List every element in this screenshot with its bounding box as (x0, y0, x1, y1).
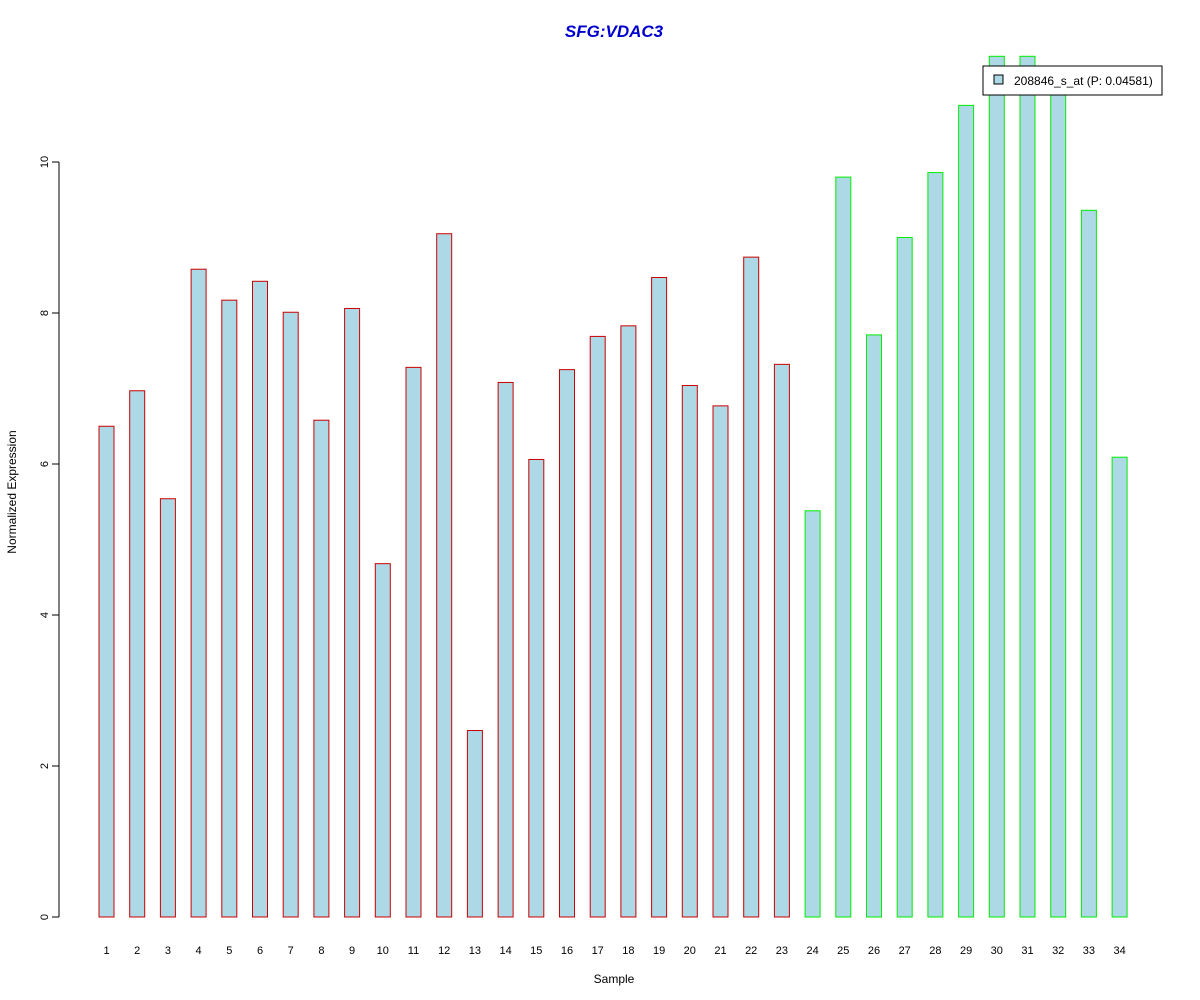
x-tick-label: 20 (684, 945, 696, 957)
x-tick-label: 31 (1021, 945, 1033, 957)
bars-group (98, 55, 1128, 918)
x-tick-label: 34 (1113, 945, 1125, 957)
x-tick-label: 11 (408, 945, 419, 957)
bar-sample-9 (344, 307, 361, 918)
x-tick-label: 10 (377, 945, 389, 957)
x-tick-label: 23 (776, 945, 788, 957)
bar-sample-23 (773, 363, 790, 918)
x-tick-label: 18 (622, 945, 634, 957)
x-tick-label: 24 (806, 945, 818, 957)
x-tick-label: 27 (899, 945, 911, 957)
bar-sample-31 (1019, 55, 1036, 918)
bar-sample-15 (528, 458, 545, 918)
bar-sample-7 (282, 311, 299, 918)
x-tick-label: 22 (745, 945, 757, 957)
x-tick-label: 3 (165, 945, 171, 957)
y-tick-label: 4 (39, 612, 51, 618)
x-tick-label: 14 (499, 945, 511, 957)
x-tick-label: 2 (134, 945, 140, 957)
x-axis-label: Sample (594, 972, 635, 986)
bar-sample-4 (190, 268, 207, 918)
x-tick-label: 12 (438, 945, 450, 957)
bar-sample-13 (466, 730, 483, 918)
x-tick-label: 6 (257, 945, 263, 957)
x-tick-label: 5 (226, 945, 232, 957)
legend-box (982, 65, 1163, 96)
x-tick-label: 13 (469, 945, 481, 957)
x-tick-label: 1 (103, 945, 109, 957)
x-tick-label: 7 (288, 945, 294, 957)
x-tick-label: 21 (714, 945, 726, 957)
legend-label: 208846_s_at (P: 0.04581) (1014, 74, 1153, 88)
y-tick-label: 8 (39, 310, 51, 316)
bar-sample-28 (927, 172, 944, 918)
bar-sample-3 (159, 498, 176, 918)
bar-sample-26 (866, 334, 882, 918)
y-axis-label: Normalized Expression (5, 430, 19, 553)
bar-sample-32 (1050, 78, 1067, 918)
bar-sample-2 (129, 390, 146, 918)
bar-sample-6 (252, 280, 268, 918)
legend-swatch (993, 74, 1004, 85)
x-tick-label: 25 (837, 945, 849, 957)
bar-sample-25 (835, 176, 852, 918)
y-axis: 0 2 4 6 8 10 (39, 156, 60, 920)
legend: 208846_s_at (P: 0.04581) (982, 65, 1163, 96)
x-tick-label: 32 (1052, 945, 1064, 957)
x-tick-label: 8 (318, 945, 324, 957)
x-tick-label: 29 (960, 945, 972, 957)
bar-sample-14 (497, 381, 514, 918)
bar-sample-5 (221, 299, 238, 918)
y-tick-label: 2 (39, 763, 51, 769)
x-tick-label: 4 (196, 945, 202, 957)
bar-sample-27 (896, 237, 913, 918)
x-tick-label: 19 (653, 945, 665, 957)
bar-sample-12 (436, 233, 453, 918)
y-tick-label: 0 (39, 914, 51, 920)
x-tick-labels: 1 2 3 4 5 6 7 8 9 10 11 12 13 14 15 16 17 18 19 20 21 22 23 24 2… (103, 945, 1125, 957)
x-tick-label: 28 (929, 945, 941, 957)
bar-sample-22 (743, 256, 760, 918)
bar-sample-8 (313, 419, 330, 918)
x-tick-label: 15 (530, 945, 542, 957)
bar-sample-33 (1080, 209, 1097, 918)
x-tick-label: 17 (592, 945, 604, 957)
chart-title: SFG:VDAC3 (565, 22, 664, 41)
bar-sample-17 (589, 335, 606, 918)
x-tick-label: 9 (349, 945, 355, 957)
bar-sample-19 (651, 277, 668, 918)
bar-sample-20 (681, 384, 698, 918)
bar-sample-34 (1111, 456, 1128, 918)
bar-sample-10 (374, 563, 391, 918)
x-tick-label: 33 (1083, 945, 1095, 957)
bar-sample-21 (712, 405, 729, 918)
bar-sample-1 (98, 425, 115, 918)
bar-sample-16 (559, 369, 575, 918)
bar-sample-24 (804, 510, 821, 918)
bar-sample-29 (958, 104, 975, 918)
x-tick-label: 16 (561, 945, 573, 957)
x-tick-label: 30 (991, 945, 1003, 957)
bar-sample-18 (620, 325, 637, 918)
x-tick-label: 26 (868, 945, 880, 957)
bar-sample-11 (405, 366, 422, 918)
y-tick-label: 6 (39, 461, 51, 467)
y-tick-label: 10 (39, 156, 51, 168)
bar-sample-30 (988, 55, 1005, 918)
